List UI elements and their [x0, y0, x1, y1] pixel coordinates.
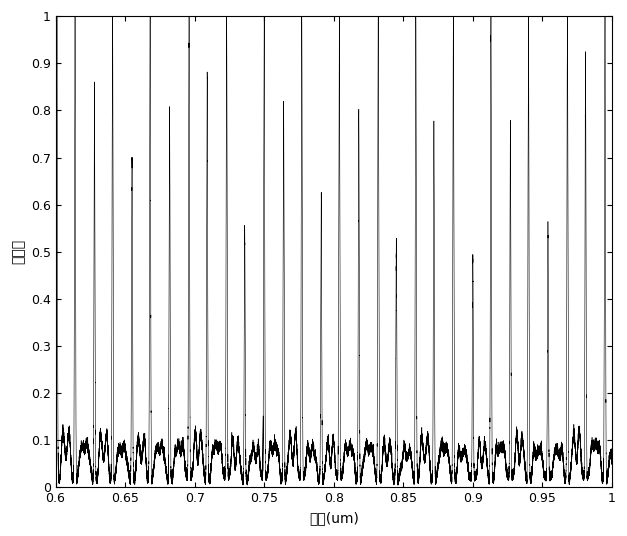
- X-axis label: 波长(um): 波长(um): [309, 511, 359, 525]
- Y-axis label: 透过率: 透过率: [11, 239, 25, 264]
